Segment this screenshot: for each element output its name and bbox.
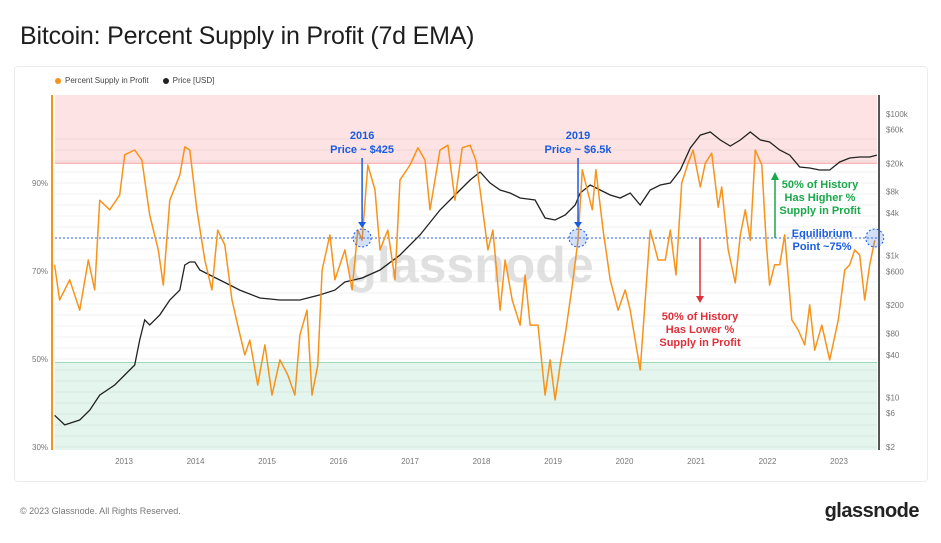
x-tick-label: 2021 (687, 457, 705, 466)
profit-series-line (53, 144, 876, 401)
y-right-tick-label: $2 (886, 443, 895, 452)
y-left-tick-label: 90% (32, 179, 48, 188)
y-right-tick-label: $600 (886, 267, 904, 276)
annotation-2019-price: Price ~ $6.5k (545, 144, 613, 156)
x-tick-label: 2018 (473, 457, 491, 466)
legend-dot-icon (162, 77, 169, 84)
x-tick-label: 2014 (187, 457, 205, 466)
lower-history-label: Has Lower % (666, 324, 735, 336)
equilibrium-label: Point ~75% (793, 241, 852, 253)
legend-dot-icon (55, 77, 61, 84)
y-right-tick-label: $8k (886, 188, 900, 197)
x-tick-label: 2016 (330, 457, 348, 466)
highlight-circle (352, 228, 372, 248)
y-right-tick-label: $20k (886, 159, 904, 168)
x-tick-label: 2019 (544, 457, 562, 466)
x-tick-label: 2022 (759, 457, 777, 466)
chart-card (14, 66, 928, 482)
y-left-tick-label: 50% (32, 355, 48, 364)
annotation-2019-year: 2019 (566, 130, 590, 142)
chart-title: Bitcoin: Percent Supply in Profit (7d EM… (20, 22, 475, 50)
y-right-tick-label: $80 (886, 329, 900, 338)
y-right-tick-label: $100k (886, 110, 909, 119)
green-zone (55, 362, 877, 450)
lower-history-label: 50% of History (662, 311, 739, 323)
y-right-tick-label: $1k (886, 252, 900, 261)
glassnode-logo: glassnode (824, 500, 920, 522)
highlight-circle (568, 228, 588, 248)
y-left-tick-label: 30% (32, 443, 48, 452)
x-tick-label: 2020 (616, 457, 634, 466)
watermark: glassnode (346, 237, 593, 293)
legend-item-profit[interactable]: Percent Supply in Profit (55, 76, 149, 85)
highlight-circle (865, 228, 885, 248)
x-tick-label: 2013 (115, 457, 133, 466)
arrow-down-icon (574, 222, 583, 228)
arrow-down-icon (358, 222, 367, 228)
x-tick-label: 2017 (401, 457, 419, 466)
y-right-tick-label: $40 (886, 351, 900, 360)
higher-history-label: 50% of History (782, 179, 859, 191)
arrow-up-icon (771, 172, 779, 180)
legend-item-price[interactable]: Price [USD] (162, 76, 215, 85)
arrow-down-icon (696, 296, 704, 303)
higher-history-label: Has Higher % (785, 192, 856, 204)
lower-history-label: Supply in Profit (659, 337, 741, 349)
copyright: © 2023 Glassnode. All Rights Reserved. (20, 506, 181, 516)
higher-history-label: Supply in Profit (779, 205, 861, 217)
annotation-2016-price: Price ~ $425 (330, 144, 394, 156)
y-right-tick-label: $4k (886, 209, 900, 218)
y-right-tick-label: $60k (886, 126, 904, 135)
y-right-tick-label: $200 (886, 301, 904, 310)
legend-label: Price [USD] (172, 76, 215, 85)
y-right-tick-label: $10 (886, 393, 900, 402)
price-series-line (54, 131, 878, 426)
legend: Percent Supply in Profit Price [USD] (55, 76, 214, 85)
y-left-tick-label: 70% (32, 267, 48, 276)
x-tick-label: 2023 (830, 457, 848, 466)
y-right-tick-label: $6 (886, 409, 895, 418)
x-tick-label: 2015 (258, 457, 276, 466)
red-zone (55, 95, 877, 164)
legend-label: Percent Supply in Profit (65, 76, 149, 85)
annotation-2016-year: 2016 (350, 130, 374, 142)
equilibrium-label: Equilibrium (792, 228, 853, 240)
